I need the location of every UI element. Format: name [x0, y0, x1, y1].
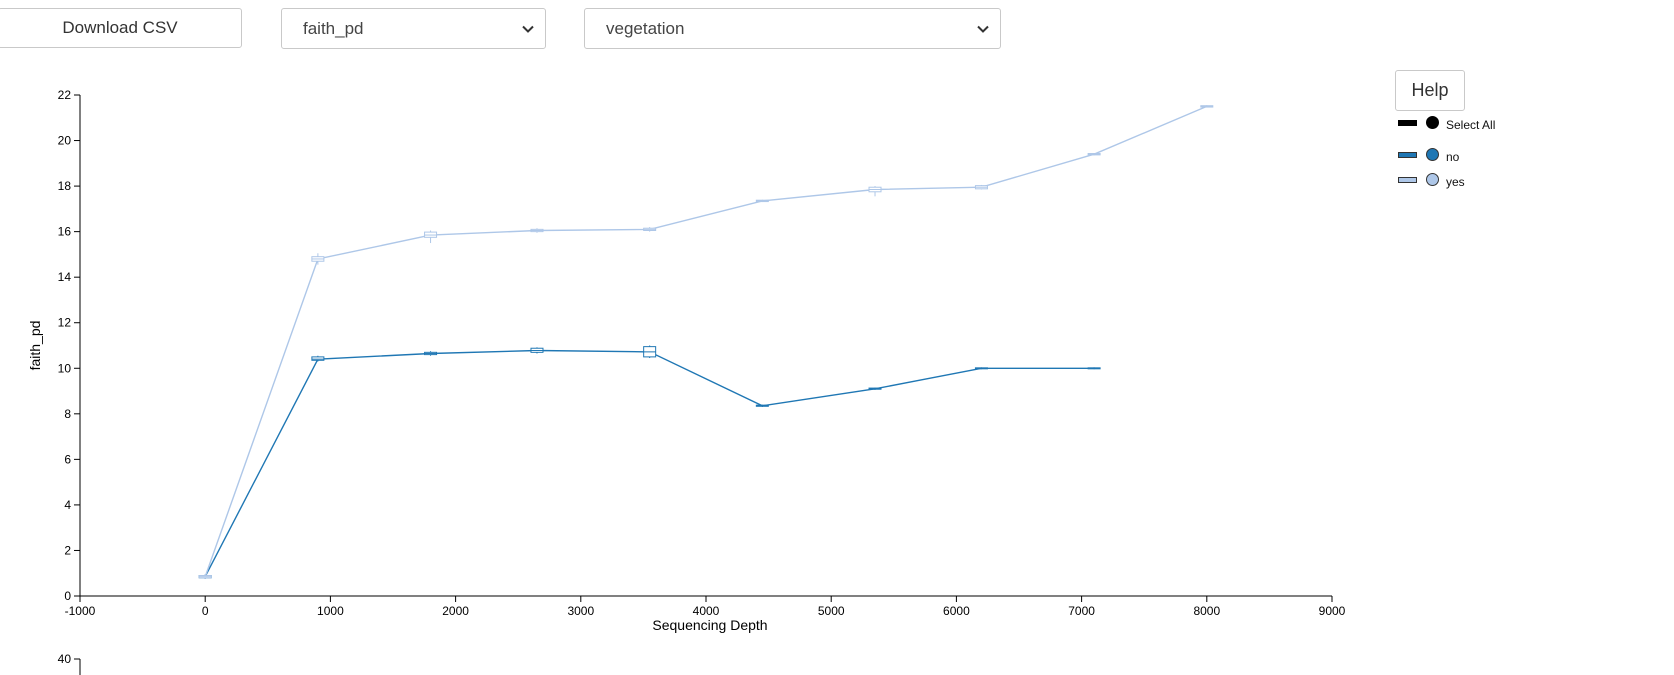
x-tick-label: 6000 [943, 604, 970, 618]
y-tick-label: 8 [64, 407, 71, 421]
metric-select-value: faith_pd [303, 19, 364, 38]
y-tick-label: 18 [58, 179, 72, 193]
box-marker-yes [755, 199, 769, 203]
box-marker-yes [974, 184, 988, 190]
x-tick-label: 8000 [1193, 604, 1220, 618]
box-marker-yes [311, 253, 325, 265]
series-line-no [204, 349, 1095, 577]
legend-yes-label: yes [1446, 175, 1465, 189]
legend-select-all[interactable]: Select All [1396, 114, 1596, 132]
box-marker-yes [868, 186, 882, 197]
box-marker-yes [530, 228, 544, 233]
x-tick-label: 7000 [1068, 604, 1095, 618]
x-axis-title: Sequencing Depth [652, 617, 767, 633]
legend-item-yes[interactable]: yes [1396, 171, 1596, 189]
x-tick-label: 2000 [442, 604, 469, 618]
chevron-down-icon [977, 25, 989, 33]
box-marker-yes [424, 230, 438, 244]
y-tick-label: 12 [58, 316, 72, 330]
box-marker-no [1087, 367, 1101, 370]
y-tick-label: 20 [58, 134, 72, 148]
group-select-value: vegetation [606, 19, 685, 38]
legend-item-no[interactable]: no [1396, 146, 1596, 164]
plot-area [198, 105, 1214, 579]
legend-no-dot-swatch[interactable] [1426, 148, 1439, 161]
legend-select-all-label: Select All [1446, 118, 1496, 132]
legend-select-all-line-swatch [1398, 120, 1417, 126]
x-tick-label: 9000 [1319, 604, 1346, 618]
box-marker-yes [643, 227, 657, 232]
legend-select-all-dot-swatch[interactable] [1426, 116, 1439, 129]
chart2-y-tick-label: 40 [58, 652, 72, 666]
y-tick-label: 14 [58, 270, 72, 284]
x-tick-label: 4000 [693, 604, 720, 618]
series-line-yes [204, 105, 1208, 577]
legend-no-line-swatch [1398, 152, 1417, 158]
chevron-down-icon [522, 25, 534, 33]
y-tick-label: 22 [58, 88, 72, 102]
legend-yes-dot-swatch[interactable] [1426, 173, 1439, 186]
y-tick-label: 2 [64, 543, 71, 557]
legend-yes-line-swatch [1398, 177, 1417, 183]
box-marker-no [530, 347, 544, 354]
help-button[interactable]: Help [1395, 70, 1465, 111]
x-tick-label: 5000 [818, 604, 845, 618]
x-tick-label: 1000 [317, 604, 344, 618]
y-tick-label: 10 [58, 361, 72, 375]
download-csv-button[interactable]: Download CSV [0, 8, 242, 48]
box-marker-no [974, 367, 988, 370]
box-marker-yes [1200, 105, 1214, 108]
group-select[interactable]: vegetation [584, 8, 1001, 49]
y-tick-label: 16 [58, 225, 72, 239]
legend-no-label: no [1446, 150, 1460, 164]
box-marker-no [868, 387, 882, 390]
box-body [311, 356, 325, 361]
second-chart-partial: 40 [58, 652, 81, 675]
box-marker-yes [198, 574, 212, 579]
y-tick-label: 0 [64, 589, 71, 603]
metric-select[interactable]: faith_pd [281, 8, 546, 49]
box-marker-no [311, 355, 325, 362]
box-marker-no [424, 351, 438, 356]
x-tick-label: 3000 [567, 604, 594, 618]
box-marker-yes [1087, 153, 1101, 156]
box-marker-no [643, 345, 657, 359]
x-tick-label: -1000 [65, 604, 96, 618]
y-tick-label: 6 [64, 452, 71, 466]
y-tick-label: 4 [64, 498, 71, 512]
x-tick-label: 0 [202, 604, 209, 618]
y-axis-title: faith_pd [27, 321, 43, 371]
box-marker-no [755, 404, 769, 407]
